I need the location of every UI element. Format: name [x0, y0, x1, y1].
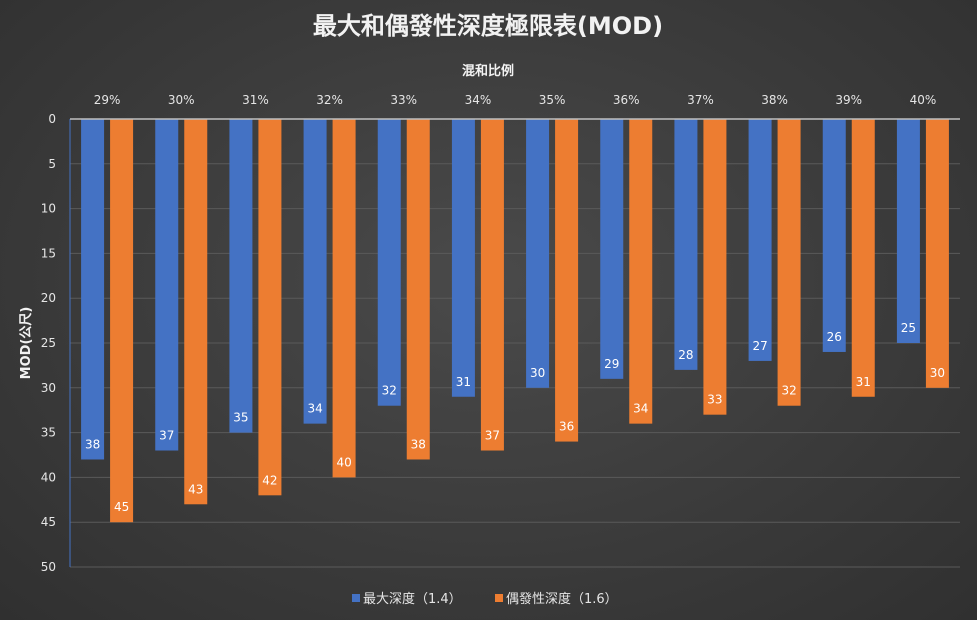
legend-swatch-1 [352, 594, 360, 602]
bar-series-1 [229, 119, 253, 433]
bar-series-2 [480, 119, 504, 451]
bar-series-2 [851, 119, 875, 397]
data-label: 45 [114, 500, 129, 514]
x-tick-label: 33% [390, 93, 417, 107]
bar-series-2 [258, 119, 282, 496]
x-tick-label: 38% [761, 93, 788, 107]
y-tick-label: 25 [41, 336, 56, 350]
bar-series-2 [406, 119, 430, 460]
data-label: 25 [901, 321, 916, 335]
bar-series-1 [303, 119, 327, 424]
data-label: 34 [633, 402, 648, 416]
x-tick-label: 37% [687, 93, 714, 107]
data-label: 37 [485, 429, 500, 443]
y-tick-label: 10 [41, 202, 56, 216]
data-label: 38 [85, 437, 100, 451]
legend: 最大深度（1.4） 偶發性深度（1.6） [352, 591, 618, 607]
bar-series-2 [703, 119, 727, 415]
data-label: 31 [456, 375, 471, 389]
x-tick-label: 39% [835, 93, 862, 107]
legend-label-1: 最大深度（1.4） [363, 591, 462, 607]
bar-series-2 [777, 119, 801, 406]
data-label: 30 [530, 366, 545, 380]
bar-series-2 [555, 119, 579, 442]
bar-series-1 [81, 119, 105, 460]
legend-label-2: 偶發性深度（1.6） [506, 591, 618, 607]
bars [81, 119, 949, 523]
bar-series-1 [822, 119, 846, 352]
x-tick-label: 36% [613, 93, 640, 107]
chart-title: 最大和偶發性深度極限表(MOD) [313, 12, 663, 40]
bar-series-1 [748, 119, 772, 361]
y-tick-label: 45 [41, 515, 56, 529]
bar-series-1 [526, 119, 550, 388]
y-tick-label: 30 [41, 381, 56, 395]
data-label: 43 [188, 482, 203, 496]
y-tick-label: 0 [48, 112, 56, 126]
data-label: 32 [382, 384, 397, 398]
data-label: 31 [856, 375, 871, 389]
bar-series-2 [629, 119, 653, 424]
y-tick-label: 50 [41, 560, 56, 574]
bar-series-1 [600, 119, 624, 379]
x-tick-label: 31% [242, 93, 269, 107]
bar-series-1 [155, 119, 179, 451]
bar-series-1 [896, 119, 920, 343]
x-tick-label: 40% [910, 93, 937, 107]
bar-series-1 [377, 119, 401, 406]
data-labels: 38 37 35 34 32 31 30 29 28 27 26 25 45 43 42 40 38 37 36 34… [85, 321, 945, 514]
data-label: 38 [411, 437, 426, 451]
data-label: 34 [307, 402, 322, 416]
x-tick-label: 35% [539, 93, 566, 107]
y-tick-label: 5 [48, 157, 56, 171]
x-tick-label: 34% [465, 93, 492, 107]
bar-series-2 [110, 119, 134, 523]
gridlines [70, 163, 960, 568]
data-label: 35 [233, 411, 248, 425]
x-tick-label: 29% [94, 93, 121, 107]
x-tick-label: 32% [316, 93, 343, 107]
bar-series-1 [451, 119, 475, 397]
bar-series-2 [925, 119, 949, 388]
data-label: 42 [262, 473, 277, 487]
data-label: 32 [781, 384, 796, 398]
bar-series-2 [332, 119, 356, 478]
bar-series-1 [674, 119, 698, 370]
data-label: 30 [930, 366, 945, 380]
data-label: 28 [678, 348, 693, 362]
axes: 0 5 10 15 20 25 30 35 40 45 50 29% 30% 31% 32% 33% 34% 35… [41, 93, 960, 574]
bar-series-2 [184, 119, 208, 505]
y-tick-label: 15 [41, 246, 56, 260]
data-label: 36 [559, 420, 574, 434]
data-label: 29 [604, 357, 619, 371]
data-label: 37 [159, 429, 174, 443]
data-label: 40 [336, 455, 351, 469]
x-axis-title: 混和比例 [462, 63, 514, 79]
y-tick-label: 20 [41, 291, 56, 305]
legend-swatch-2 [495, 594, 503, 602]
data-label: 26 [827, 330, 842, 344]
data-label: 33 [707, 393, 722, 407]
y-tick-label: 35 [41, 426, 56, 440]
data-label: 27 [752, 339, 767, 353]
y-tick-label: 40 [41, 470, 56, 484]
y-axis-title: MOD(公尺) [19, 307, 34, 380]
x-tick-label: 30% [168, 93, 195, 107]
